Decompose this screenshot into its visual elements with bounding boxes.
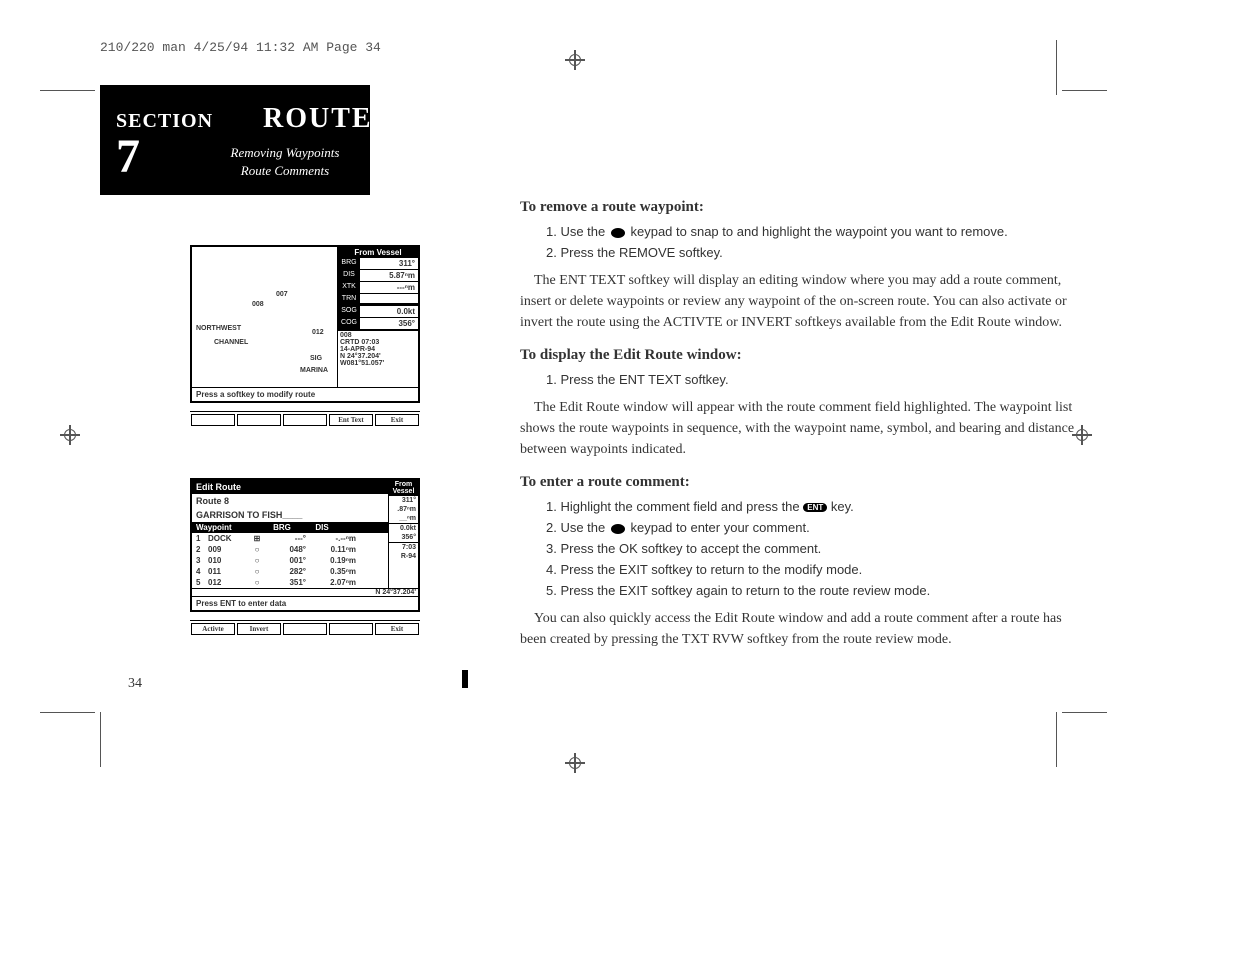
step: 5. Press the EXIT softkey again to retur… <box>546 583 1080 598</box>
softkey[interactable] <box>237 414 281 426</box>
table-row: 1DOCK⊞---°-.--ⁿm <box>192 533 388 544</box>
crop-mark <box>100 712 101 767</box>
heading: To remove a route waypoint: <box>520 199 1080 216</box>
status-bar: Press ENT to enter data <box>192 596 418 610</box>
black-bar <box>462 670 468 688</box>
step: 1. Highlight the comment field and press… <box>546 499 1080 514</box>
reg-left <box>60 425 80 445</box>
crop-mark <box>40 712 95 713</box>
crop-mark <box>40 90 95 91</box>
softkey-activate[interactable]: Activte <box>191 623 235 635</box>
section-banner: SECTION 7 ROUTES Removing Waypoints Rout… <box>100 85 370 195</box>
softkey-exit[interactable]: Exit <box>375 623 419 635</box>
softkey[interactable] <box>191 414 235 426</box>
reg-bottom-center <box>565 753 585 773</box>
banner-subtitle: Route Comments <box>216 163 354 179</box>
softkey[interactable] <box>283 623 327 635</box>
table-row: 3010○001°0.19ⁿm <box>192 555 388 566</box>
step: 3. Press the OK softkey to accept the co… <box>546 541 1080 556</box>
softkey-invert[interactable]: Invert <box>237 623 281 635</box>
crop-mark <box>1056 712 1057 767</box>
table-row: 2009○048°0.11ⁿm <box>192 544 388 555</box>
arrow-key-icon <box>611 228 625 238</box>
softkey[interactable] <box>283 414 327 426</box>
edit-route-title: Edit Route <box>192 480 388 494</box>
device-screenshot-2: Edit Route Route 8 GARRISON TO FISH____ … <box>190 478 420 612</box>
side-header: From Vessel <box>338 247 418 258</box>
section-title: ROUTES <box>263 103 390 135</box>
arrow-key-icon <box>611 524 625 534</box>
map-area: NORTHWEST CHANNEL 008 007 012 SIG MARINA <box>192 247 338 387</box>
device-screenshot-1: NORTHWEST CHANNEL 008 007 012 SIG MARINA… <box>190 245 420 403</box>
section-number: 7 <box>116 133 213 181</box>
body-paragraph: The Edit Route window will appear with t… <box>520 397 1080 460</box>
step: 2. Use the keypad to enter your comment. <box>546 520 1080 535</box>
softkey-exit[interactable]: Exit <box>375 414 419 426</box>
ent-key-icon: ENT <box>803 503 827 512</box>
table-row: 5012○351°2.07ⁿm <box>192 577 388 588</box>
step: 4. Press the EXIT softkey to return to t… <box>546 562 1080 577</box>
step: 1. Use the keypad to snap to and highlig… <box>546 224 1080 239</box>
step: 2. Press the REMOVE softkey. <box>546 245 1080 260</box>
softkey-ent-text[interactable]: Ent Text <box>329 414 373 426</box>
banner-subtitle: Removing Waypoints <box>216 145 354 161</box>
page-number: 34 <box>128 676 142 692</box>
softkey[interactable] <box>329 623 373 635</box>
page-header: 210/220 man 4/25/94 11:32 AM Page 34 <box>100 40 1100 55</box>
step: 1. Press the ENT TEXT softkey. <box>546 372 1080 387</box>
body-paragraph: The ENT TEXT softkey will display an edi… <box>520 270 1080 333</box>
heading: To display the Edit Route window: <box>520 347 1080 364</box>
table-row: 4011○282°0.35ⁿm <box>192 566 388 577</box>
heading: To enter a route comment: <box>520 474 1080 491</box>
body-paragraph: You can also quickly access the Edit Rou… <box>520 608 1080 650</box>
crop-mark <box>1062 712 1107 713</box>
status-bar: Press a softkey to modify route <box>192 387 418 401</box>
